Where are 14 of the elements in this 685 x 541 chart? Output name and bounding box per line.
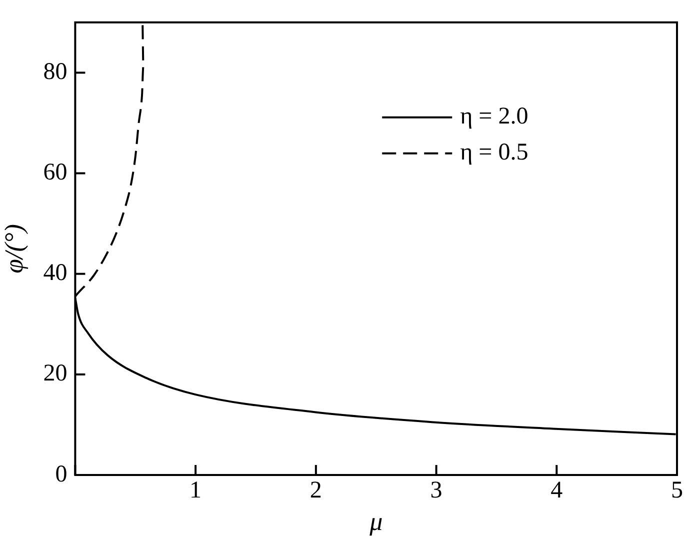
y-tick-label: 80 [43,58,68,85]
legend-label: η = 0.5 [460,140,528,166]
y-tick-label: 60 [43,160,68,186]
x-tick-label: 2 [310,478,322,504]
x-axis-title: μ [368,507,383,536]
legend-label: η = 2.0 [460,104,528,130]
x-tick-label: 5 [671,478,683,504]
x-tick-label: 3 [430,478,442,504]
x-tick-label: 4 [550,478,563,504]
y-tick-label: 40 [43,260,68,286]
y-tick-label: 20 [43,360,68,387]
y-axis-title: φ/(°) [0,224,28,274]
x-tick-label: 1 [190,478,202,504]
y-tick-label: 0 [55,461,68,488]
